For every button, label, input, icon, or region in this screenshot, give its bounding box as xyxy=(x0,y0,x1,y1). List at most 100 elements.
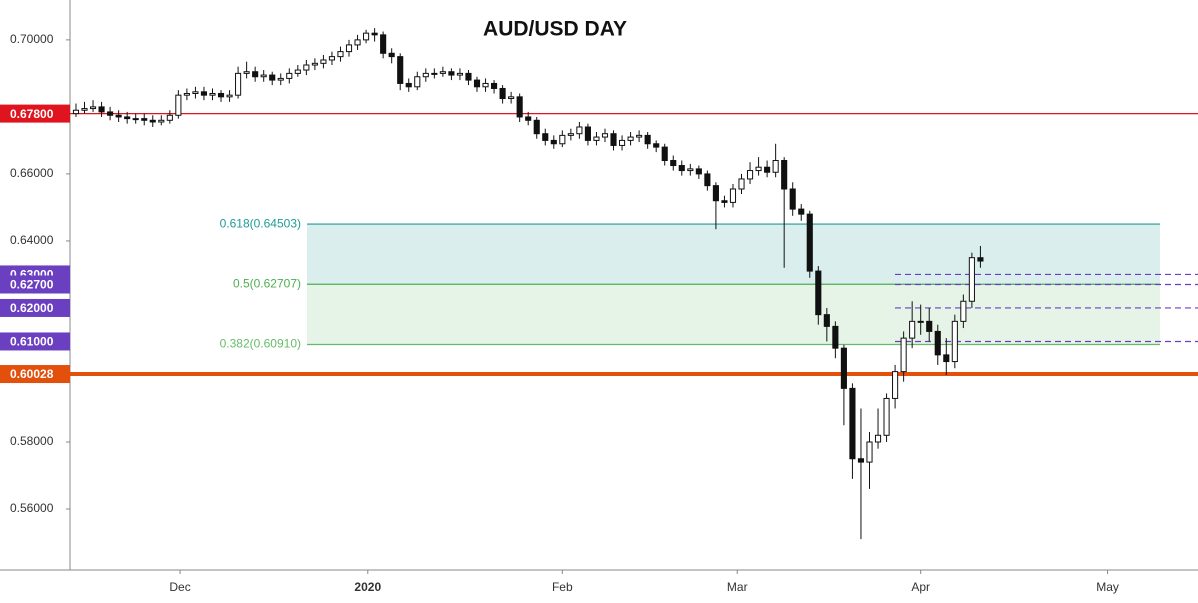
candle-body xyxy=(909,320,916,339)
candle-body xyxy=(576,126,583,135)
x-tick-label: Apr xyxy=(911,580,930,594)
candle-body xyxy=(107,111,114,116)
candle-body xyxy=(439,71,446,74)
candle-body xyxy=(661,146,668,162)
candle-body xyxy=(508,96,515,100)
candle-body xyxy=(405,82,412,88)
level-tag xyxy=(0,298,70,317)
candle-body xyxy=(874,434,882,443)
candle-body xyxy=(618,139,626,146)
candle-body xyxy=(832,325,839,349)
candle-body xyxy=(798,208,805,215)
candle-body xyxy=(781,160,788,190)
level-label: 0.62000 xyxy=(10,301,54,315)
x-tick-label: Dec xyxy=(169,580,190,594)
level-tag xyxy=(0,365,70,384)
candle-body xyxy=(448,71,455,76)
level-label: 0.67800 xyxy=(10,107,54,121)
candle-body xyxy=(857,458,865,463)
candle-body xyxy=(550,139,557,145)
candle-body xyxy=(422,72,429,78)
candle-body xyxy=(473,79,481,88)
candle-body xyxy=(738,178,745,190)
candle-body xyxy=(601,133,609,138)
candle-body xyxy=(269,74,276,81)
candle-body xyxy=(200,91,208,96)
candle-body xyxy=(823,314,830,327)
candle-body xyxy=(192,91,199,94)
level-tag xyxy=(0,275,70,294)
fib-label: 0.618(0.64503) xyxy=(220,216,301,230)
candle-body xyxy=(482,82,489,88)
x-tick-label: Feb xyxy=(552,580,573,594)
candle-body xyxy=(465,72,472,81)
candle-body xyxy=(704,173,711,187)
candle-body xyxy=(286,72,293,79)
candle-body xyxy=(960,300,967,322)
candle-body xyxy=(491,82,498,89)
candle-body xyxy=(584,126,591,141)
candle-body xyxy=(81,108,88,111)
candle-body xyxy=(806,213,813,272)
level-label: 0.61000 xyxy=(10,335,54,349)
candle-body xyxy=(354,39,361,46)
candle-body xyxy=(900,337,907,373)
candle-body xyxy=(712,185,719,202)
candle-body xyxy=(525,116,532,121)
candle-body xyxy=(175,94,182,116)
level-label: 0.60028 xyxy=(10,367,54,381)
candle-body xyxy=(124,116,131,120)
candle-body xyxy=(345,44,353,53)
candle-body xyxy=(89,106,97,110)
fib-zone xyxy=(307,224,1160,285)
candle-body xyxy=(533,119,540,135)
candle-body xyxy=(209,92,216,96)
candle-body xyxy=(98,106,105,113)
candle-body xyxy=(883,397,890,436)
candle-body xyxy=(764,166,771,173)
y-tick-label: 0.66000 xyxy=(10,166,54,180)
chart-title: AUD/USD DAY xyxy=(483,18,627,41)
candle-body xyxy=(252,71,259,78)
level-label: 0.62700 xyxy=(10,278,54,292)
candle-body xyxy=(729,188,737,203)
fib-label: 0.382(0.60910) xyxy=(220,337,301,351)
candle-body xyxy=(943,354,950,363)
candle-body xyxy=(303,64,310,71)
candle-body xyxy=(235,72,242,96)
candle-body xyxy=(294,69,301,74)
candle-body xyxy=(337,51,344,58)
candle-body xyxy=(115,114,122,118)
candle-body xyxy=(866,441,873,463)
candle-body xyxy=(516,96,523,118)
x-tick-label: 2020 xyxy=(354,580,381,594)
candle-body xyxy=(499,87,506,100)
candle-body xyxy=(217,92,225,98)
y-tick-label: 0.64000 xyxy=(10,233,54,247)
candle-body xyxy=(849,387,856,460)
candle-body xyxy=(277,77,284,81)
candle-body xyxy=(328,56,336,61)
candle-body xyxy=(158,119,165,123)
candle-body xyxy=(226,94,233,98)
candle-body xyxy=(934,330,941,356)
candle-body xyxy=(397,56,404,84)
candle-body xyxy=(670,160,677,167)
candle-body xyxy=(183,92,190,96)
candle-body xyxy=(926,320,933,332)
candle-body xyxy=(141,118,148,121)
candle-body xyxy=(371,32,378,36)
candle-body xyxy=(644,134,651,145)
fib-zone xyxy=(307,284,1160,345)
y-tick-label: 0.56000 xyxy=(10,501,54,515)
candle-body xyxy=(917,320,924,323)
level-tag xyxy=(0,332,70,351)
level-tag xyxy=(0,104,70,123)
candle-body xyxy=(840,347,847,389)
candle-body xyxy=(678,165,685,172)
candle-body xyxy=(593,136,600,141)
candle-body xyxy=(320,59,327,64)
candle-body xyxy=(559,134,566,145)
